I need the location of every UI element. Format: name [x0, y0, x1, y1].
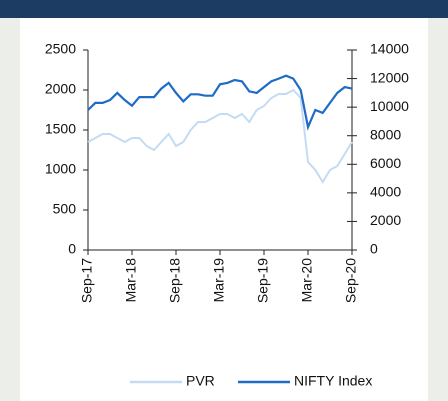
x-tick-label: Mar-19 — [211, 258, 227, 303]
y2-tick-label: 2000 — [370, 212, 401, 228]
panel — [20, 18, 428, 401]
series-line — [87, 74, 353, 131]
y2-tick-label: 10000 — [370, 98, 409, 114]
legend-label: NIFTY Index — [294, 373, 372, 389]
y2-tick-label: 12000 — [370, 69, 409, 85]
header-bar — [0, 0, 448, 18]
x-tick-label: Mar-18 — [123, 258, 139, 303]
y2-tick-label: 4000 — [370, 184, 401, 200]
legend-label: PVR — [186, 373, 215, 389]
y-tick-label: 1500 — [45, 121, 76, 137]
x-tick-label: Sep-20 — [343, 258, 359, 303]
x-tick-label: Sep-18 — [167, 258, 183, 303]
y-tick-label: 2000 — [45, 81, 76, 97]
x-tick-label: Sep-19 — [255, 258, 271, 303]
y2-tick-label: 8000 — [370, 126, 401, 142]
y-tick-label: 0 — [68, 241, 76, 257]
y-tick-label: 2500 — [45, 41, 76, 57]
x-tick-label: Mar-20 — [299, 258, 315, 303]
y2-tick-label: 14000 — [370, 41, 409, 57]
x-tick-label: Sep-17 — [79, 258, 95, 303]
y2-tick-label: 6000 — [370, 155, 401, 171]
series-line — [87, 88, 353, 184]
y-tick-label: 1000 — [45, 161, 76, 177]
y-tick-label: 500 — [53, 201, 77, 217]
y2-tick-label: 0 — [370, 241, 378, 257]
